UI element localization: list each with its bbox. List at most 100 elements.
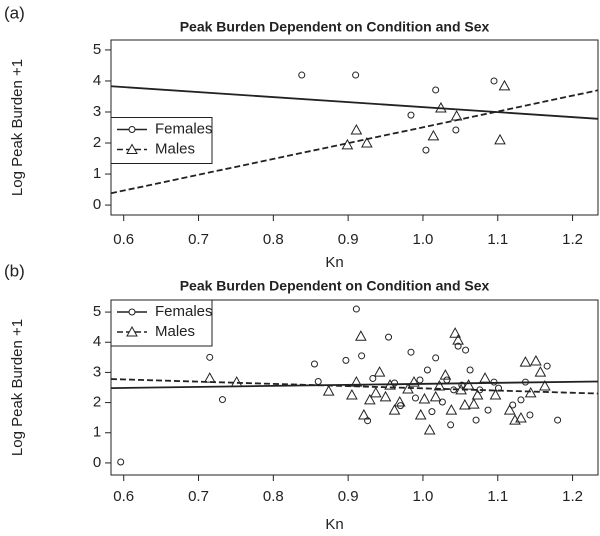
triangle-point (530, 354, 542, 366)
y-tick-label: 3 (93, 363, 101, 380)
y-tick-label: 1 (93, 165, 101, 182)
triangle-point (402, 382, 414, 394)
circle-point (407, 348, 415, 356)
triangle-point (418, 392, 431, 404)
legend-marker (126, 143, 138, 154)
fit-line (111, 89, 598, 195)
triangle-point (494, 133, 506, 145)
circle-point (443, 376, 451, 384)
y-tick-label: 5 (93, 41, 101, 58)
triangle-point (388, 404, 401, 415)
triangle-point (439, 369, 452, 380)
y-tick-label: 2 (93, 394, 101, 411)
circle-point (352, 305, 360, 313)
circle-point (432, 86, 440, 94)
legend-marker (126, 325, 138, 337)
x-tick-label: 0.8 (263, 231, 284, 248)
legend-box (110, 117, 213, 164)
triangle-point (498, 79, 511, 91)
triangle-point (427, 129, 440, 141)
triangle-point (539, 379, 551, 391)
x-axis-label: Kn (325, 254, 343, 271)
circle-point (517, 396, 525, 404)
triangle-point (322, 385, 335, 396)
circle-point (554, 416, 562, 424)
circle-point (369, 374, 377, 382)
circle-point (422, 146, 430, 154)
triangle-point (452, 334, 464, 345)
triangle-point (350, 123, 363, 135)
triangle-point (519, 356, 532, 367)
x-axis-label: Kn (325, 516, 343, 533)
circle-point (314, 377, 322, 385)
y-tick-label: 0 (93, 454, 101, 471)
fit-line (111, 380, 598, 390)
triangle-point (429, 390, 442, 402)
x-tick-label: 1.1 (487, 231, 508, 248)
triangle-point (341, 138, 354, 150)
legend-marker (128, 308, 136, 316)
plot-area (111, 71, 598, 195)
chart-title: Peak Burden Dependent on Condition and S… (180, 19, 490, 35)
y-axis-label: Log Peak Burden +1 (9, 319, 26, 456)
y-tick-label: 5 (93, 303, 101, 320)
x-tick-label: 1.0 (413, 488, 434, 505)
triangle-point (515, 411, 527, 423)
triangle-point (384, 379, 396, 390)
circle-point (490, 77, 498, 85)
x-tick-label: 0.7 (188, 231, 209, 248)
x-tick-label: 0.6 (113, 488, 134, 505)
triangle-point (230, 376, 243, 387)
circle-point (407, 111, 415, 119)
circle-point (466, 366, 474, 374)
circle-point (342, 356, 350, 364)
triangle-point (363, 393, 376, 405)
panel-label: (b) (4, 261, 25, 280)
triangle-point (360, 136, 373, 148)
circle-point (117, 458, 125, 466)
y-tick-label: 1 (93, 424, 101, 441)
triangle-point (379, 390, 392, 402)
circle-point (521, 378, 529, 386)
circle-point (298, 71, 306, 79)
circle-point (454, 342, 462, 350)
triangle-point (489, 389, 502, 400)
triangle-point (393, 395, 406, 407)
circle-point (452, 126, 460, 134)
triangle-point (355, 330, 367, 341)
circle-point (438, 398, 446, 406)
x-tick-label: 1.1 (487, 488, 508, 505)
triangle-point (346, 389, 358, 400)
x-tick-label: 0.7 (188, 488, 209, 505)
circle-point (462, 346, 470, 354)
circle-point (352, 71, 360, 79)
circle-point (411, 394, 419, 402)
circle-point (358, 352, 366, 360)
fit-line (111, 85, 598, 120)
circle-point (206, 353, 214, 361)
triangle-point (471, 389, 484, 400)
triangle-point (503, 404, 516, 415)
y-tick-label: 3 (93, 103, 101, 120)
triangle-point (462, 379, 475, 390)
triangle-point (203, 372, 216, 383)
x-tick-label: 1.2 (562, 231, 583, 248)
legend-box (110, 299, 213, 347)
legend-label: Males (155, 140, 195, 157)
triangle-point (445, 404, 458, 415)
circle-point (416, 376, 424, 384)
x-tick-label: 1.0 (413, 231, 434, 248)
circle-point (490, 378, 498, 386)
triangle-point (479, 372, 491, 383)
triangle-point (414, 408, 427, 420)
circle-point (458, 381, 466, 389)
triangle-point (524, 386, 537, 398)
circle-point (310, 360, 318, 368)
triangle-point (467, 398, 480, 409)
legend-label: Females (155, 303, 213, 320)
x-tick-label: 0.6 (113, 231, 134, 248)
triangle-point (369, 386, 382, 398)
panel-label: (a) (4, 3, 25, 22)
circle-point (447, 421, 455, 429)
